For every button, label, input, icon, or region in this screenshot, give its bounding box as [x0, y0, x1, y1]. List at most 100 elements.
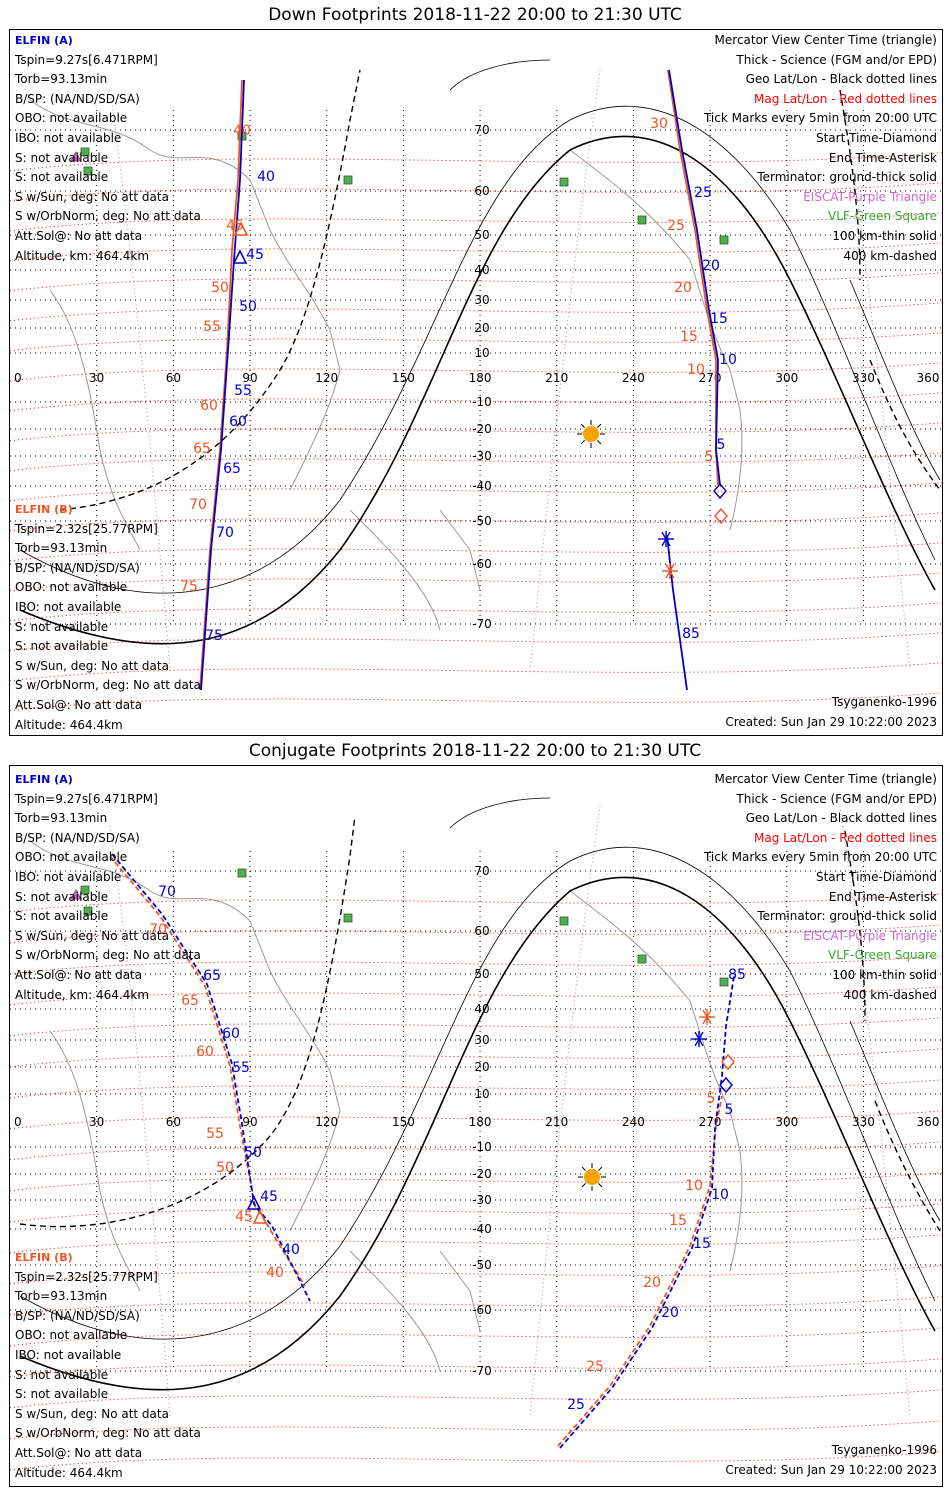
elfin-a-line: Altitude, km: 464.4km [15, 248, 150, 263]
elfin-a-tick-label: 25 [567, 1397, 585, 1413]
mag-lon-line [529, 69, 601, 671]
lat-tick-label: 50 [474, 228, 489, 242]
lon-tick-label: 150 [392, 1115, 415, 1129]
map-canvas: 0 30 60 90 120 150 180 210 240 270 300 330 360706050… [10, 59, 942, 712]
lon-tick-label: 180 [469, 1115, 492, 1129]
vlf-station-marker [83, 166, 93, 176]
coastline [289, 369, 341, 491]
elfin-a-line: B/SP: (NA/ND/SD/SA) [15, 91, 140, 106]
legend-item: Terminator: ground-thick solid [757, 170, 937, 185]
elfin-b-line: S: not available [15, 1387, 109, 1402]
elfin-b-tick-label: 65 [181, 993, 199, 1009]
elfin-a-tick-label: 40 [257, 169, 275, 185]
elfin-a-tick-label: 45 [246, 247, 264, 263]
elfin-a-tick-label: 70 [216, 525, 234, 541]
elfin-b-line: S: not available [15, 1367, 109, 1382]
elfin-b-info: ELFIN (B) Tspin=2.32s[25.77RPM] Torb=93.… [15, 500, 201, 735]
elfin-a-line: Att.Sol@: No att data [15, 228, 143, 243]
sun-ray [597, 440, 602, 445]
lon-tick-label: 90 [242, 371, 257, 385]
lat-tick-label: -40 [472, 479, 492, 493]
elfin-a-line: S: not available [15, 909, 109, 924]
coastline [349, 1250, 441, 1372]
lat-tick-label: -50 [472, 514, 492, 528]
elfin-a-tick-label: 45 [260, 1189, 278, 1205]
footprint-map-conjugate: 0 30 60 90 120 150 180 210 240 270 300 330 360 70 60 50… [9, 765, 943, 1487]
lon-tick-label: 90 [242, 1115, 257, 1129]
vlf-station-marker [559, 177, 569, 187]
elfin-b-tick-label: 20 [643, 1275, 661, 1291]
lon-tick-label: 0 [14, 1115, 22, 1129]
elfin-b-line: B/SP: (NA/ND/SD/SA) [15, 560, 140, 575]
sun-ray [580, 423, 585, 428]
vlf-station-marker [719, 977, 729, 987]
sun-ray [598, 1166, 603, 1171]
elfin-a-line: Torb=93.13min [15, 811, 108, 826]
elfin-b-line: S w/OrbNorm, deg: No att data [15, 1426, 201, 1441]
lon-tick-label: 60 [166, 1115, 181, 1129]
elfin-a-tick-label: 5 [717, 437, 726, 453]
lon-tick-label: 0 [14, 371, 22, 385]
terminator-100km-line [449, 797, 551, 829]
mag-lon-line [529, 805, 601, 1417]
lat-tick-label: 60 [474, 924, 489, 938]
legend-item: 400 km-dashed [843, 248, 937, 263]
lat-tick-label: 20 [474, 1060, 489, 1074]
vlf-station-marker [343, 913, 353, 923]
vlf-station-marker [80, 147, 90, 157]
lat-tick-label: -60 [472, 1303, 492, 1317]
lon-tick-label: 360 [917, 371, 940, 385]
panel-title-conjugate: Conjugate Footprints 2018-11-22 20:00 to… [248, 741, 702, 761]
lon-tick-label: 60 [166, 371, 181, 385]
elfin-b-conjugate-track [109, 855, 306, 1287]
legend-item: Tick Marks every 5min from 20:00 UTC [703, 111, 937, 126]
elfin-a-tick-label: 20 [661, 1305, 679, 1321]
elfin-a-line: Tspin=9.27s[6.471RPM] [15, 52, 158, 67]
elfin-b-line: B/SP: (NA/ND/SD/SA) [15, 1308, 140, 1323]
elfin-b-conjugate-track [557, 1095, 723, 1447]
vlf-station-marker [83, 906, 93, 916]
elfin-a-conjugate-track [559, 975, 735, 1449]
elfin-b-tick-label: 45 [235, 1209, 253, 1225]
mag-lon-line [839, 805, 911, 1417]
coastline [29, 840, 341, 1112]
lat-tick-label: 30 [474, 293, 489, 307]
elfin-a-tick-label: 5 [725, 1102, 734, 1118]
elfin-a-tick-label: 85 [682, 626, 700, 642]
lat-tick-label: -70 [472, 1364, 492, 1378]
lat-tick-label: 70 [474, 123, 489, 137]
legend: Mercator View Center Time (triangle) Thi… [704, 31, 937, 266]
elfin-b-line: Torb=93.13min [15, 541, 108, 556]
elfin-a-line: IBO: not available [15, 869, 122, 884]
vlf-station-marker [80, 885, 90, 895]
elfin-b-tick-label: 55 [206, 1126, 224, 1142]
elfin-b-tick-label: 75 [180, 579, 198, 595]
lon-tick-label: 330 [852, 371, 875, 385]
terminator-100km-line [849, 279, 941, 481]
elfin-b-line: Tspin=2.32s[25.77RPM] [15, 1269, 158, 1284]
elfin-b-center-marker [252, 1209, 268, 1224]
elfin-a-start-marker [719, 1076, 733, 1094]
elfin-b-tick-label: 60 [200, 398, 218, 414]
elfin-a-tick-label: 25 [694, 185, 712, 201]
elfin-b-line: Altitude: 464.4km [15, 1465, 123, 1480]
elfin-b-tick-label: 25 [586, 1359, 604, 1375]
vlf-station-marker [637, 954, 647, 964]
elfin-b-name: ELFIN (B) [15, 1251, 73, 1264]
terminator-100km-line [19, 105, 936, 594]
elfin-b-tick-label: 40 [266, 1265, 284, 1281]
elfin-a-line: OBO: not available [15, 850, 128, 865]
elfin-b-tick-label: 5 [705, 449, 714, 465]
legend-item: End Time-Asterisk [828, 150, 937, 165]
lon-tick-label: 240 [622, 1115, 645, 1129]
legend-item: Geo Lat/Lon - Black dotted lines [745, 811, 937, 826]
elfin-a-tick-label: 70 [158, 884, 176, 900]
terminator-400km-line [59, 69, 361, 511]
elfin-a-down-track [668, 69, 721, 486]
legend-item: Start Time-Diamond [815, 869, 937, 884]
elfin-a-tick-label: 75 [205, 628, 223, 644]
lon-tick-label: 300 [775, 1115, 798, 1129]
legend-item: VLF-Green Square [828, 948, 937, 963]
elfin-b-line: S: not available [15, 619, 109, 634]
elfin-b-line: IBO: not available [15, 599, 122, 614]
